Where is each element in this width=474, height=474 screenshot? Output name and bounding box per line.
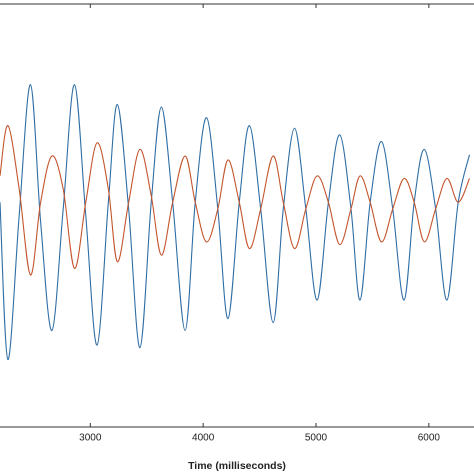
x-tick-label: 4000 xyxy=(192,433,215,444)
x-tick-label: 3000 xyxy=(79,433,102,444)
line-series xyxy=(0,125,470,276)
x-axis-label: Time (milliseconds) xyxy=(188,460,286,472)
x-tick-label: 6000 xyxy=(418,433,441,444)
x-tick-label: 5000 xyxy=(305,433,328,444)
line-series xyxy=(0,84,471,361)
